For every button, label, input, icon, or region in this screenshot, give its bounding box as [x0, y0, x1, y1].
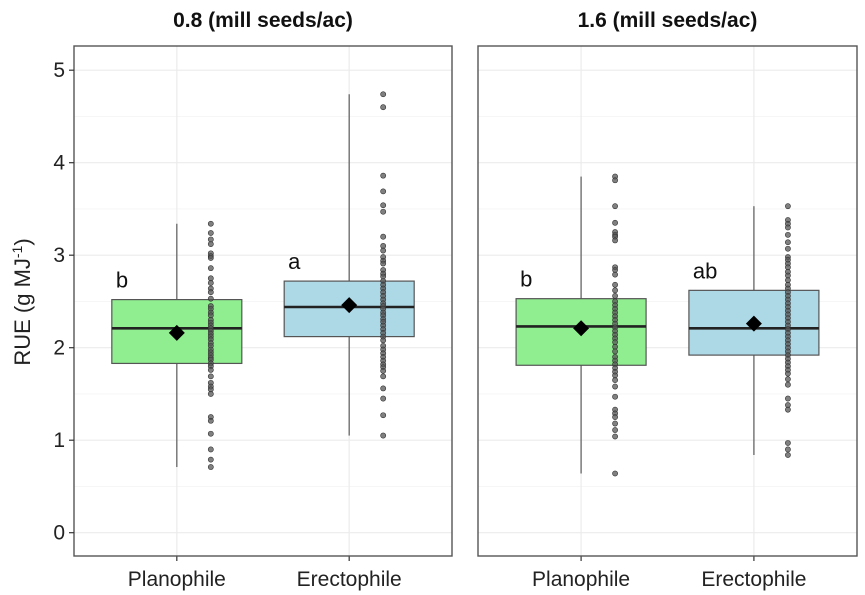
x-tick-label: Planophile — [532, 568, 630, 591]
x-tick-label: Planophile — [128, 568, 226, 591]
significance-letter: b — [520, 267, 532, 292]
data-point — [380, 432, 387, 439]
data-point — [785, 370, 791, 377]
data-point — [612, 383, 618, 390]
data-point — [612, 348, 618, 355]
data-point — [785, 440, 791, 446]
y-tick-label: 0 — [53, 522, 65, 545]
data-point — [207, 230, 214, 236]
data-point — [612, 287, 618, 294]
box-group-planophile: b — [515, 173, 647, 477]
data-point — [207, 265, 214, 272]
data-point — [785, 446, 791, 453]
data-point — [380, 247, 387, 254]
panel-border — [477, 45, 858, 557]
data-point — [380, 104, 387, 111]
data-point — [785, 231, 791, 238]
data-point — [380, 395, 387, 402]
data-point — [207, 464, 214, 470]
y-axis-label-main: RUE (g MJ — [10, 258, 35, 366]
data-point — [612, 177, 618, 184]
data-point — [380, 385, 387, 392]
mean-marker — [341, 297, 358, 314]
data-point — [380, 202, 387, 209]
x-tick-label: Erectophile — [297, 568, 402, 591]
data-point — [207, 456, 214, 463]
data-point — [785, 239, 791, 246]
y-tick-label: 2 — [53, 337, 65, 360]
mean-marker — [745, 315, 762, 332]
data-point — [380, 188, 387, 195]
data-point — [207, 220, 214, 227]
data-point — [612, 393, 618, 400]
data-point — [380, 172, 387, 179]
data-point — [612, 237, 618, 244]
data-point — [785, 224, 791, 231]
y-tick-label: 1 — [53, 429, 65, 452]
y-axis-label-superscript: -1 — [9, 245, 25, 258]
data-point — [380, 91, 387, 98]
data-point — [207, 373, 214, 380]
data-point — [612, 433, 618, 440]
panel-2: 1.6 (mill seeds/ac) b Planophile ab Erectoph… — [477, 9, 858, 591]
data-point — [612, 219, 618, 226]
x-tick-label: Erectophile — [701, 568, 806, 591]
panel-border — [73, 45, 453, 557]
data-point — [612, 203, 618, 210]
data-point — [380, 208, 387, 215]
data-point — [612, 377, 618, 383]
panel-1: 0.8 (mill seeds/ac) b Planophile a Erectophi… — [53, 9, 453, 591]
data-point — [207, 417, 214, 424]
data-point — [207, 446, 214, 453]
y-tick-label: 5 — [53, 59, 65, 82]
data-point — [380, 373, 387, 380]
data-point — [207, 289, 214, 296]
data-point — [785, 245, 791, 252]
data-point — [612, 470, 618, 477]
data-point — [207, 391, 214, 397]
box-group-erectophile: a — [283, 91, 415, 439]
y-tick-label: 4 — [53, 152, 65, 175]
data-point — [785, 395, 791, 402]
data-point — [612, 420, 618, 427]
data-point — [380, 260, 387, 267]
data-point — [207, 430, 214, 437]
data-point — [785, 406, 791, 413]
mean-marker — [573, 320, 590, 337]
data-point — [380, 412, 387, 419]
data-point — [207, 280, 214, 286]
data-point — [207, 241, 214, 247]
data-point — [785, 203, 791, 210]
data-point — [785, 452, 791, 458]
significance-letter: b — [116, 268, 128, 293]
data-point — [207, 366, 214, 373]
y-tick-label: 3 — [53, 244, 65, 267]
significance-letter: a — [288, 249, 301, 274]
data-point — [380, 337, 387, 344]
data-point — [612, 292, 618, 299]
data-point — [612, 427, 618, 433]
data-point — [380, 233, 387, 240]
panel-title: 0.8 (mill seeds/ac) — [173, 9, 353, 32]
panel-title: 1.6 (mill seeds/ac) — [578, 9, 758, 32]
significance-letter: ab — [693, 258, 717, 283]
data-point — [785, 376, 791, 383]
data-point — [785, 381, 791, 388]
data-point — [207, 295, 214, 302]
box-group-planophile: b — [111, 220, 243, 470]
y-axis-label: RUE (g MJ-1) — [9, 238, 35, 365]
data-point — [612, 271, 618, 278]
box-group-erectophile: ab — [688, 203, 820, 458]
data-point — [612, 414, 618, 420]
data-point — [380, 367, 387, 374]
y-axis-label-end: ) — [10, 238, 35, 245]
data-point — [207, 255, 214, 261]
data-point — [612, 281, 618, 288]
mean-marker — [168, 324, 185, 341]
